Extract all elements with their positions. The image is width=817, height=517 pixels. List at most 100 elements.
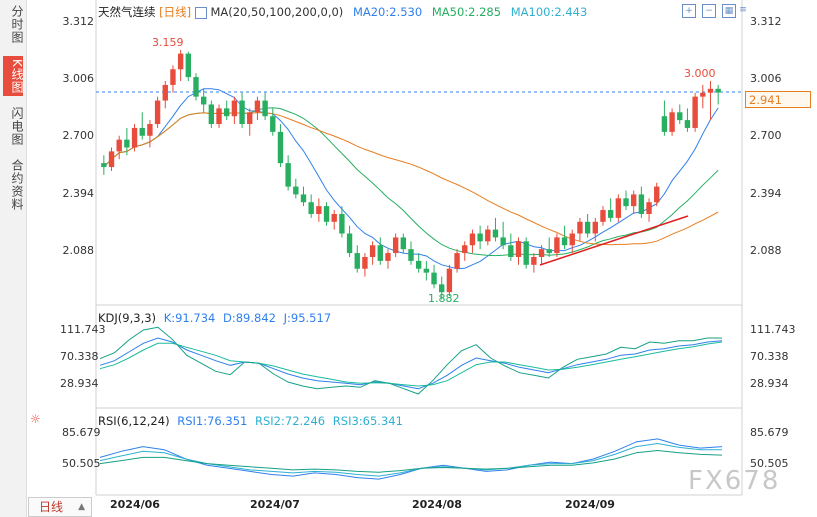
ma-label: MA(20,50,100,200,0,0) <box>210 5 344 19</box>
menu-icon[interactable]: ≡ <box>739 5 747 15</box>
main-legend: 天然气连续 [日线] MA(20,50,100,200,0,0) MA20:2.… <box>98 4 587 20</box>
candle-body <box>231 100 238 117</box>
x-tick: 2024/08 <box>412 498 462 511</box>
watermark-logo: FX678 <box>688 466 781 496</box>
candle-body <box>454 253 460 269</box>
candle-body <box>661 116 668 132</box>
series-line-J <box>99 326 722 395</box>
candle-body <box>485 229 491 242</box>
low-annotation: 1.882 <box>428 292 460 305</box>
candle-body <box>669 112 675 132</box>
candle-body <box>600 210 606 222</box>
rsi-title: RSI(6,12,24) <box>98 414 170 428</box>
candle-body <box>323 206 330 222</box>
candle-body <box>293 186 299 195</box>
candle-body <box>369 245 376 257</box>
candle-body <box>677 112 683 121</box>
candle-body <box>631 194 637 207</box>
candle-body <box>339 213 345 234</box>
series-line-RSI3 <box>99 449 723 473</box>
zoom-out-icon[interactable]: − <box>702 4 716 18</box>
period-select-button[interactable]: 日线 ▲ <box>28 497 92 517</box>
candle-body <box>446 268 453 293</box>
tab-time-sharing[interactable]: 分时图 <box>10 4 24 44</box>
candle-body <box>638 194 645 214</box>
candle-body <box>469 233 476 246</box>
candle-body <box>415 260 422 269</box>
candle-body <box>492 229 499 238</box>
y-tick-right: 2.088 <box>750 244 782 257</box>
y-tick-left: 2.700 <box>62 129 95 142</box>
y-tick-left: 3.312 <box>62 15 95 28</box>
rsi-lines <box>99 438 723 480</box>
symbol-name: 天然气连续 <box>98 5 156 19</box>
y-tick-right: 3.312 <box>750 15 782 28</box>
candle-body <box>392 237 399 254</box>
candle-body <box>615 198 622 218</box>
candle-body <box>654 186 660 203</box>
kdj-k-value: K:91.734 <box>163 311 216 325</box>
kdj-d-value: D:89.842 <box>223 311 276 325</box>
candle-body <box>300 194 307 203</box>
candle-body <box>247 112 253 125</box>
kdj-y-tick-right: 70.338 <box>750 350 789 363</box>
candle-body <box>254 100 261 113</box>
candle-body <box>362 256 368 269</box>
candle-body <box>700 92 706 97</box>
ma-indicator-icon[interactable] <box>194 6 207 19</box>
candle-body <box>684 120 691 128</box>
ma100-value: MA100:2.443 <box>510 5 588 19</box>
rsi-y-tick-right: 50.505 <box>750 457 789 470</box>
period-tag: [日线] <box>159 5 192 19</box>
candle-body <box>377 245 383 261</box>
candle-body <box>285 163 291 187</box>
series-line-D <box>99 341 723 387</box>
candle-body <box>331 213 337 222</box>
candle-body <box>177 53 184 70</box>
kdj-y-tick-left: 70.338 <box>60 350 99 363</box>
candle-body <box>707 88 714 93</box>
tab-flash-chart[interactable]: 闪电图 <box>10 106 24 146</box>
candle-body <box>477 233 483 242</box>
candle-body <box>400 237 407 250</box>
rsi1-value: RSI1:76.351 <box>177 414 248 428</box>
candle-body <box>646 202 652 214</box>
candle-body <box>277 131 284 164</box>
y-tick-left: 3.006 <box>62 72 95 85</box>
candle-body <box>131 127 138 148</box>
ma100-line <box>103 112 719 246</box>
candle-body <box>561 237 568 246</box>
candle-body <box>239 100 245 125</box>
candle-body <box>346 233 353 254</box>
candle-body <box>546 249 552 254</box>
high-annotation: 3.159 <box>152 36 184 49</box>
rsi3-value: RSI3:65.341 <box>332 414 403 428</box>
tab-kline[interactable]: K线图 <box>3 56 24 96</box>
zoom-in-icon[interactable]: + <box>682 4 696 18</box>
x-tick: 2024/09 <box>565 498 615 511</box>
candle-body <box>715 88 721 93</box>
x-tick: 2024/06 <box>110 498 160 511</box>
candle-body <box>270 116 276 132</box>
kdj-lines <box>99 326 723 395</box>
candle-body <box>584 221 591 234</box>
y-tick-left: 2.394 <box>62 187 95 200</box>
candle-body <box>116 139 122 152</box>
series-line-K <box>99 337 723 390</box>
candle-body <box>515 241 522 257</box>
candle-body <box>185 53 191 78</box>
y-tick-left: 2.088 <box>62 244 95 257</box>
grid-icon[interactable]: ▦ <box>722 4 736 18</box>
candle-body <box>216 108 222 125</box>
candle-body <box>108 151 115 168</box>
candle-body <box>124 139 130 148</box>
kdj-y-tick-right: 28.934 <box>750 377 789 390</box>
tab-contract-info[interactable]: 合约资料 <box>10 159 24 211</box>
current-price-tag: 2.941 <box>745 91 811 108</box>
trendline-segment <box>539 215 689 266</box>
settings-icon[interactable]: ☼ <box>30 412 41 426</box>
candle-body <box>408 249 414 261</box>
period-button-label: 日线 <box>39 500 64 514</box>
candle-body <box>531 256 537 265</box>
